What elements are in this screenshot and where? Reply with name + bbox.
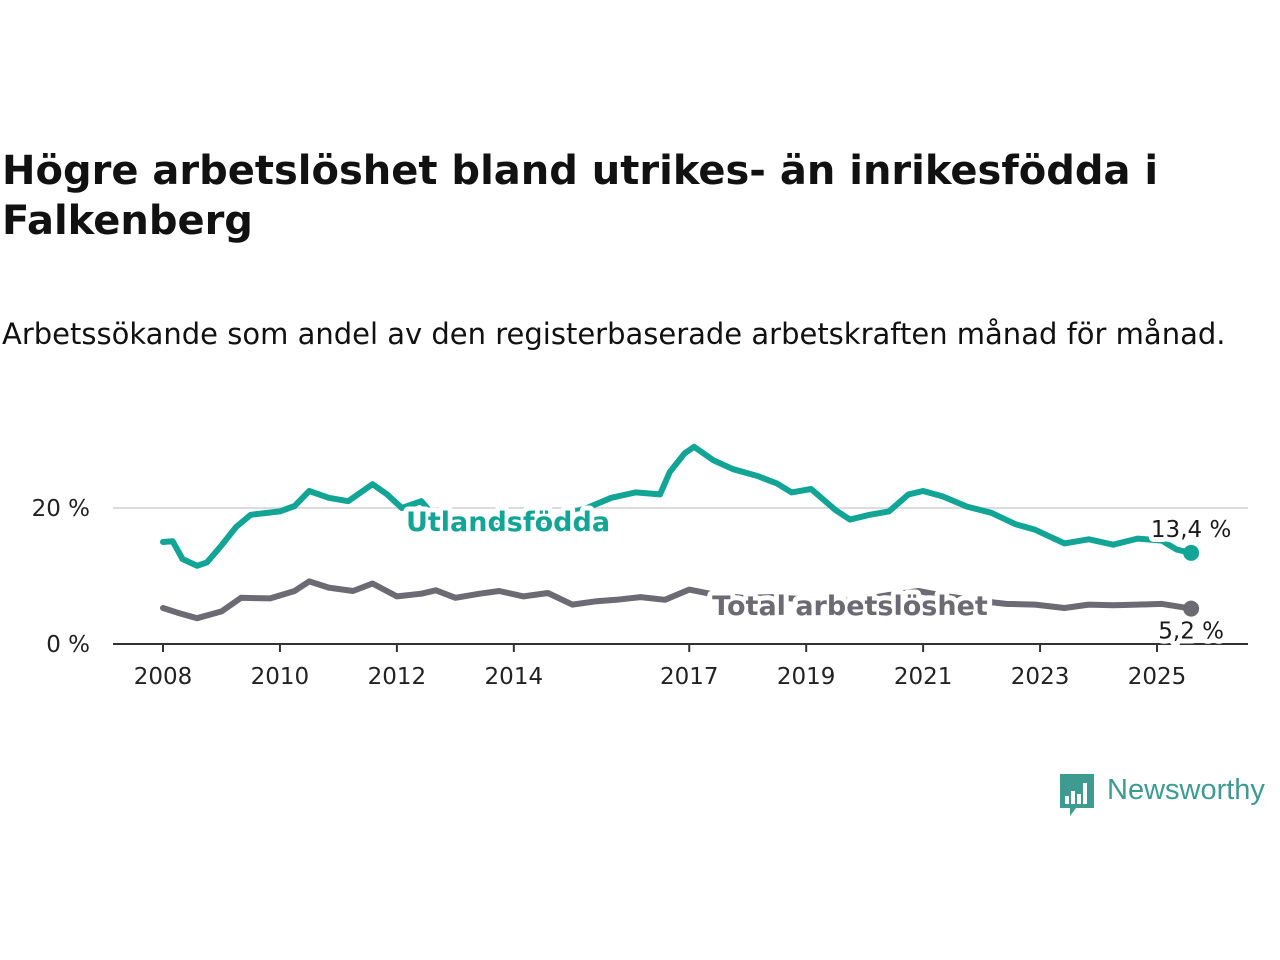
series-name-label: Total arbetslöshet <box>712 591 988 622</box>
series-lines <box>160 443 1200 622</box>
y-tick-label: 20 % <box>32 496 90 522</box>
series-line <box>160 443 1195 569</box>
series-labels: Utlandsfödda 13,4 % Total arbetslöshet 5,2 … <box>401 502 1236 650</box>
chart-title: Högre arbetslöshet bland utrikes- än inr… <box>2 148 1159 244</box>
x-tick-label: 2017 <box>660 664 719 690</box>
series-name-label: Utlandsfödda <box>406 507 610 538</box>
series-end-label: 5,2 % <box>1158 619 1224 645</box>
line-chart: 0 % 20 % 2008 2010 2012 2014 2017 2019 2021 2023… <box>32 443 1248 690</box>
x-tick-label: 2008 <box>134 664 193 690</box>
y-tick-label: 0 % <box>46 632 90 658</box>
x-tick-label: 2010 <box>251 664 310 690</box>
x-axis: 2008 2010 2012 2014 2017 2019 2021 2023 2025 <box>113 643 1248 690</box>
newsworthy-bar-chart-icon <box>1060 774 1094 816</box>
x-tick-label: 2021 <box>894 664 953 690</box>
x-tick-label: 2012 <box>368 664 427 690</box>
x-tick-label: 2019 <box>777 664 836 690</box>
x-tick-label: 2025 <box>1128 664 1187 690</box>
x-tick-label: 2014 <box>485 664 544 690</box>
brand-name: Newsworthy <box>1107 774 1265 806</box>
gridlines: 0 % 20 % <box>32 496 1248 658</box>
chart-subtitle: Arbetssökande som andel av den registerb… <box>2 317 1226 351</box>
x-tick-label: 2023 <box>1011 664 1070 690</box>
series-end-label: 13,4 % <box>1151 517 1231 543</box>
series-line <box>160 578 1195 622</box>
series-end-point <box>1183 544 1200 561</box>
series-end-point <box>1183 600 1200 617</box>
